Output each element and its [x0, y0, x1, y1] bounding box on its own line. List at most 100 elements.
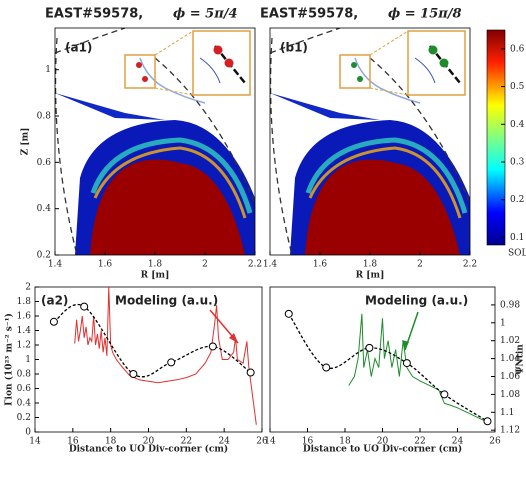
x-tick-label: 26: [489, 437, 501, 447]
x-tick-label: 20: [143, 437, 155, 447]
y-tick-label: 0: [25, 428, 31, 438]
x-tick-label: 2: [417, 260, 423, 270]
plots: EAST#59578, ϕ = 5π/4 (a1) 1.4 1.6 1.8 2 2.2 R [m…: [4, 7, 526, 455]
y2-tick-label: 1: [500, 318, 506, 328]
chart-subtitle: ϕ = 5π/4: [173, 7, 238, 22]
x-axis-label: Distance to UO Div-corner (cm): [69, 444, 228, 455]
y-tick-label: 0.6: [17, 384, 32, 394]
chart-subtitle: ϕ = 15π/8: [388, 7, 462, 22]
y2-tick-label: 1.02: [500, 336, 520, 346]
panel-label: (a2): [41, 294, 68, 308]
marker: [402, 359, 411, 368]
x-tick-label: 1.8: [363, 260, 378, 270]
x-axis-label: Distance to UO Div-corner (cm): [303, 444, 462, 455]
colorbar-label: SOL: [508, 249, 526, 259]
marker: [129, 370, 138, 378]
colorbar: [486, 29, 506, 246]
y-tick-label: 0.8: [17, 370, 32, 380]
y2-tick-label: 1.06: [500, 372, 520, 382]
x-tick-label: 1.8: [148, 260, 163, 270]
y-tick-label: 1.2: [17, 341, 31, 351]
colorbar-tick-label: 0.5: [510, 82, 525, 92]
x-tick-label: 2.2: [463, 260, 477, 270]
x-tick-label: 1.6: [98, 260, 113, 270]
arrow-head: [402, 340, 409, 350]
x-axis-label: R [m]: [141, 271, 170, 281]
y-tick-label: 1.6: [17, 312, 32, 322]
x-tick-label: 14: [264, 437, 276, 447]
y-axis-label: Γion (10²³ m⁻² s⁻¹): [4, 313, 15, 406]
measured-line: [53, 303, 252, 378]
colorbar-tick-label: 0.6: [510, 44, 525, 54]
x-axis-label: R [m]: [356, 271, 385, 281]
plot-frame: [269, 286, 496, 433]
x-tick-label: 24: [218, 437, 230, 447]
colorbar-tick-label: 0.2: [510, 195, 524, 205]
x-tick-label: 2.2: [248, 260, 262, 270]
y-tick-label: 2: [25, 283, 31, 293]
x-tick-label: 24: [452, 437, 464, 447]
x-tick-label: 1.4: [48, 260, 63, 270]
x-tick-label: 26: [256, 437, 268, 447]
marker: [322, 363, 331, 372]
marker: [440, 390, 449, 399]
y-tick-label: 1: [25, 355, 31, 365]
y-axis-label: Z [m]: [21, 128, 31, 156]
y-tick-label: 0.2: [17, 413, 31, 423]
marker: [365, 343, 374, 352]
panel-label: (a1): [65, 41, 92, 55]
chart-title: EAST#59578,: [45, 7, 143, 22]
annotation: Modeling (a.u.): [365, 294, 468, 308]
x-tick-label: 1.4: [263, 260, 278, 270]
x-tick-label: 14: [29, 437, 41, 447]
chart-title: EAST#59578,: [260, 7, 358, 22]
y-tick-label: 0.6: [37, 158, 52, 168]
y2-tick-label: 1.08: [500, 390, 520, 400]
y2-tick-label: 1.12: [500, 426, 520, 436]
y-tick-label: 0.4: [17, 399, 32, 409]
y2-tick-label: 1.1: [500, 408, 514, 418]
model-line: [348, 313, 486, 422]
marker: [49, 317, 58, 326]
panel-label: (b1): [280, 41, 308, 55]
x-tick-label: 22: [414, 437, 425, 447]
y-tick-label: 0.2: [37, 251, 51, 261]
measured-line: [288, 313, 488, 422]
marker: [483, 417, 492, 426]
colorbar-tick-label: 0.3: [510, 158, 525, 168]
y-tick-label: 0.8: [37, 112, 52, 122]
marker: [246, 368, 255, 377]
x-tick-label: 22: [181, 437, 192, 447]
inset-dot: [351, 62, 357, 68]
marker: [284, 309, 293, 318]
inset-dot: [357, 76, 363, 82]
annotation: Modeling (a.u.): [115, 294, 218, 308]
inset-dot: [224, 58, 234, 68]
y-tick-label: 1.4: [17, 326, 32, 336]
y2-axis-label: ΨNtin: [516, 344, 526, 375]
colorbar-tick-label: 0.4: [510, 120, 525, 130]
arrow-head: [229, 333, 238, 343]
y2-tick-label: 0.98: [500, 300, 520, 310]
model-line: [74, 286, 257, 425]
x-tick-label: 2: [202, 260, 208, 270]
inset-dot: [213, 45, 223, 55]
y2-tick-label: 1.04: [500, 354, 520, 364]
x-tick-label: 20: [377, 437, 389, 447]
x-tick-label: 18: [339, 437, 351, 447]
x-tick-label: 18: [105, 437, 117, 447]
x-tick-label: 16: [67, 437, 79, 447]
inset-dot: [136, 62, 142, 68]
colorbar-tick-label: 0.1: [510, 233, 524, 243]
y-tick-label: 0.4: [37, 204, 52, 214]
y-tick-label: 1: [45, 65, 51, 75]
y-tick-label: 1.8: [17, 297, 32, 307]
inset-dot: [142, 76, 148, 82]
inset-dot: [428, 45, 438, 55]
x-tick-label: 16: [302, 437, 314, 447]
inset-dot: [439, 58, 449, 68]
marker: [167, 358, 176, 367]
marker: [80, 302, 89, 311]
marker: [208, 342, 217, 351]
